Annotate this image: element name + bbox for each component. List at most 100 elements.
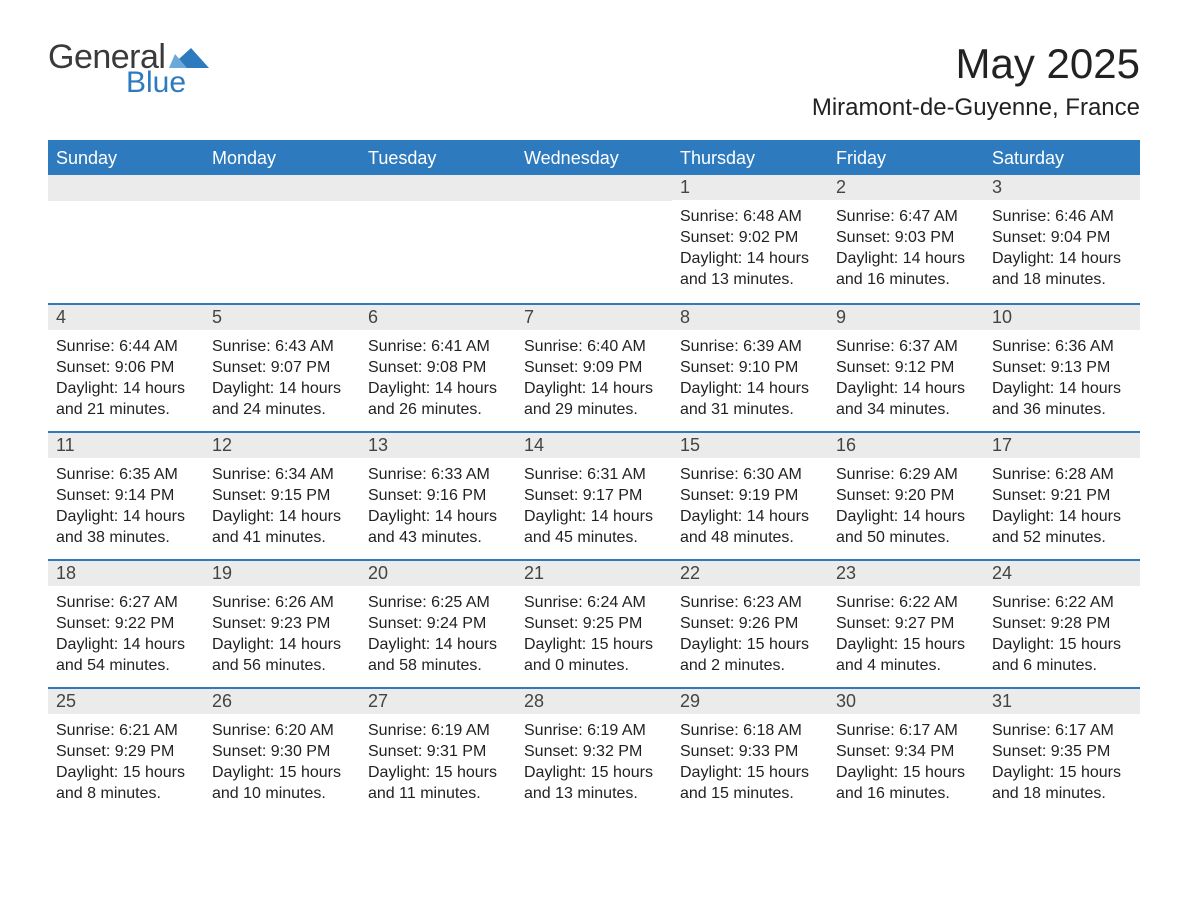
daylight-text: Daylight: 14 hours and 34 minutes.	[836, 378, 976, 420]
sunrise-text: Sunrise: 6:48 AM	[680, 206, 820, 227]
day-number: 22	[672, 561, 828, 586]
calendar-week: 4Sunrise: 6:44 AMSunset: 9:06 PMDaylight…	[48, 303, 1140, 431]
day-content: Sunrise: 6:21 AMSunset: 9:29 PMDaylight:…	[48, 714, 204, 814]
day-number: 18	[48, 561, 204, 586]
calendar-week: 18Sunrise: 6:27 AMSunset: 9:22 PMDayligh…	[48, 559, 1140, 687]
day-number: 28	[516, 689, 672, 714]
calendar-day	[48, 175, 204, 303]
daylight-text: Daylight: 14 hours and 31 minutes.	[680, 378, 820, 420]
day-content: Sunrise: 6:30 AMSunset: 9:19 PMDaylight:…	[672, 458, 828, 558]
sunrise-text: Sunrise: 6:31 AM	[524, 464, 664, 485]
calendar-day: 27Sunrise: 6:19 AMSunset: 9:31 PMDayligh…	[360, 689, 516, 815]
sunset-text: Sunset: 9:08 PM	[368, 357, 508, 378]
location-label: Miramont-de-Guyenne, France	[812, 94, 1140, 122]
day-content: Sunrise: 6:17 AMSunset: 9:35 PMDaylight:…	[984, 714, 1140, 814]
calendar-day: 31Sunrise: 6:17 AMSunset: 9:35 PMDayligh…	[984, 689, 1140, 815]
day-number: 10	[984, 305, 1140, 330]
weeks-container: 1Sunrise: 6:48 AMSunset: 9:02 PMDaylight…	[48, 175, 1140, 815]
sunset-text: Sunset: 9:20 PM	[836, 485, 976, 506]
day-number: 14	[516, 433, 672, 458]
calendar-day: 1Sunrise: 6:48 AMSunset: 9:02 PMDaylight…	[672, 175, 828, 303]
day-number	[516, 175, 672, 201]
weekday-header: Thursday	[672, 142, 828, 175]
calendar-day: 20Sunrise: 6:25 AMSunset: 9:24 PMDayligh…	[360, 561, 516, 687]
weekday-header: Sunday	[48, 142, 204, 175]
day-content: Sunrise: 6:22 AMSunset: 9:28 PMDaylight:…	[984, 586, 1140, 686]
sunset-text: Sunset: 9:15 PM	[212, 485, 352, 506]
daylight-text: Daylight: 14 hours and 16 minutes.	[836, 248, 976, 290]
day-number	[204, 175, 360, 201]
daylight-text: Daylight: 14 hours and 58 minutes.	[368, 634, 508, 676]
day-content: Sunrise: 6:29 AMSunset: 9:20 PMDaylight:…	[828, 458, 984, 558]
calendar-day: 29Sunrise: 6:18 AMSunset: 9:33 PMDayligh…	[672, 689, 828, 815]
day-number: 3	[984, 175, 1140, 200]
page-header: General Blue May 2025 Miramont-de-Guyenn…	[48, 40, 1140, 122]
day-content: Sunrise: 6:26 AMSunset: 9:23 PMDaylight:…	[204, 586, 360, 686]
day-content: Sunrise: 6:31 AMSunset: 9:17 PMDaylight:…	[516, 458, 672, 558]
sunset-text: Sunset: 9:35 PM	[992, 741, 1132, 762]
calendar-day: 19Sunrise: 6:26 AMSunset: 9:23 PMDayligh…	[204, 561, 360, 687]
day-content: Sunrise: 6:44 AMSunset: 9:06 PMDaylight:…	[48, 330, 204, 430]
sunset-text: Sunset: 9:21 PM	[992, 485, 1132, 506]
calendar-day: 5Sunrise: 6:43 AMSunset: 9:07 PMDaylight…	[204, 305, 360, 431]
calendar-day: 23Sunrise: 6:22 AMSunset: 9:27 PMDayligh…	[828, 561, 984, 687]
daylight-text: Daylight: 15 hours and 18 minutes.	[992, 762, 1132, 804]
calendar-day	[360, 175, 516, 303]
day-content: Sunrise: 6:27 AMSunset: 9:22 PMDaylight:…	[48, 586, 204, 686]
daylight-text: Daylight: 14 hours and 56 minutes.	[212, 634, 352, 676]
sunrise-text: Sunrise: 6:25 AM	[368, 592, 508, 613]
daylight-text: Daylight: 14 hours and 29 minutes.	[524, 378, 664, 420]
day-content: Sunrise: 6:20 AMSunset: 9:30 PMDaylight:…	[204, 714, 360, 814]
day-content: Sunrise: 6:18 AMSunset: 9:33 PMDaylight:…	[672, 714, 828, 814]
sunset-text: Sunset: 9:23 PM	[212, 613, 352, 634]
sunset-text: Sunset: 9:25 PM	[524, 613, 664, 634]
sunrise-text: Sunrise: 6:29 AM	[836, 464, 976, 485]
sunrise-text: Sunrise: 6:44 AM	[56, 336, 196, 357]
sunset-text: Sunset: 9:34 PM	[836, 741, 976, 762]
day-content: Sunrise: 6:28 AMSunset: 9:21 PMDaylight:…	[984, 458, 1140, 558]
weekday-header: Wednesday	[516, 142, 672, 175]
calendar-day: 10Sunrise: 6:36 AMSunset: 9:13 PMDayligh…	[984, 305, 1140, 431]
calendar-week: 25Sunrise: 6:21 AMSunset: 9:29 PMDayligh…	[48, 687, 1140, 815]
sunrise-text: Sunrise: 6:39 AM	[680, 336, 820, 357]
day-number: 31	[984, 689, 1140, 714]
daylight-text: Daylight: 14 hours and 13 minutes.	[680, 248, 820, 290]
day-content: Sunrise: 6:39 AMSunset: 9:10 PMDaylight:…	[672, 330, 828, 430]
day-content: Sunrise: 6:48 AMSunset: 9:02 PMDaylight:…	[672, 200, 828, 300]
sunset-text: Sunset: 9:12 PM	[836, 357, 976, 378]
day-number: 8	[672, 305, 828, 330]
calendar-day: 9Sunrise: 6:37 AMSunset: 9:12 PMDaylight…	[828, 305, 984, 431]
daylight-text: Daylight: 15 hours and 15 minutes.	[680, 762, 820, 804]
sunset-text: Sunset: 9:07 PM	[212, 357, 352, 378]
day-content: Sunrise: 6:40 AMSunset: 9:09 PMDaylight:…	[516, 330, 672, 430]
daylight-text: Daylight: 15 hours and 10 minutes.	[212, 762, 352, 804]
daylight-text: Daylight: 15 hours and 11 minutes.	[368, 762, 508, 804]
day-number: 7	[516, 305, 672, 330]
sunrise-text: Sunrise: 6:37 AM	[836, 336, 976, 357]
day-content: Sunrise: 6:47 AMSunset: 9:03 PMDaylight:…	[828, 200, 984, 300]
sunrise-text: Sunrise: 6:22 AM	[836, 592, 976, 613]
calendar-day: 15Sunrise: 6:30 AMSunset: 9:19 PMDayligh…	[672, 433, 828, 559]
sunset-text: Sunset: 9:03 PM	[836, 227, 976, 248]
day-number: 21	[516, 561, 672, 586]
calendar-day: 4Sunrise: 6:44 AMSunset: 9:06 PMDaylight…	[48, 305, 204, 431]
day-content: Sunrise: 6:37 AMSunset: 9:12 PMDaylight:…	[828, 330, 984, 430]
calendar-day: 11Sunrise: 6:35 AMSunset: 9:14 PMDayligh…	[48, 433, 204, 559]
weekday-header-row: Sunday Monday Tuesday Wednesday Thursday…	[48, 142, 1140, 175]
day-number: 12	[204, 433, 360, 458]
sunset-text: Sunset: 9:22 PM	[56, 613, 196, 634]
calendar-day: 17Sunrise: 6:28 AMSunset: 9:21 PMDayligh…	[984, 433, 1140, 559]
day-number: 9	[828, 305, 984, 330]
day-number: 6	[360, 305, 516, 330]
daylight-text: Daylight: 14 hours and 21 minutes.	[56, 378, 196, 420]
daylight-text: Daylight: 14 hours and 50 minutes.	[836, 506, 976, 548]
daylight-text: Daylight: 14 hours and 43 minutes.	[368, 506, 508, 548]
sunrise-text: Sunrise: 6:36 AM	[992, 336, 1132, 357]
sunrise-text: Sunrise: 6:30 AM	[680, 464, 820, 485]
sunset-text: Sunset: 9:14 PM	[56, 485, 196, 506]
day-number: 1	[672, 175, 828, 200]
calendar-day: 26Sunrise: 6:20 AMSunset: 9:30 PMDayligh…	[204, 689, 360, 815]
day-content: Sunrise: 6:36 AMSunset: 9:13 PMDaylight:…	[984, 330, 1140, 430]
calendar-day: 13Sunrise: 6:33 AMSunset: 9:16 PMDayligh…	[360, 433, 516, 559]
daylight-text: Daylight: 14 hours and 54 minutes.	[56, 634, 196, 676]
